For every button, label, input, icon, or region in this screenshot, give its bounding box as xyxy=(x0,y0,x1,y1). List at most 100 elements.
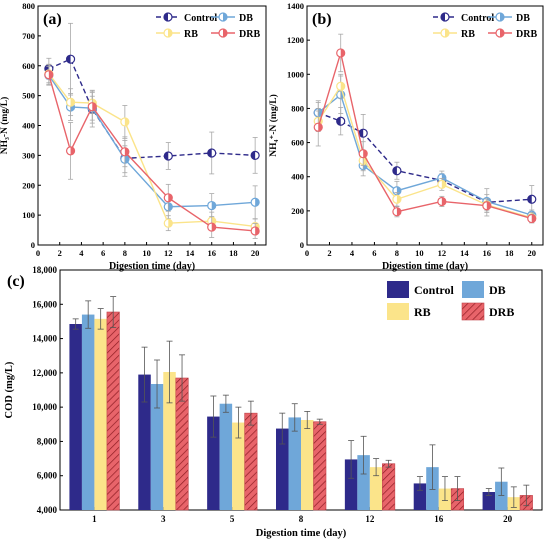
legend-marker-fill xyxy=(445,29,449,37)
data-point-fill xyxy=(527,195,532,204)
data-point-fill xyxy=(124,155,129,164)
x-axis-title: Digestion time (day) xyxy=(382,261,468,272)
data-point xyxy=(163,218,173,228)
data-point-fill xyxy=(66,55,71,64)
y-tick-label: 800 xyxy=(291,103,304,113)
data-point xyxy=(437,173,447,183)
data-point xyxy=(65,54,76,64)
legend-marker-fill xyxy=(223,29,227,37)
legend-marker xyxy=(440,28,450,38)
y-tick-label: 1000 xyxy=(287,69,304,79)
data-point xyxy=(207,148,217,158)
bar-control xyxy=(69,324,82,510)
y-tick-label: 100 xyxy=(22,210,35,220)
data-point xyxy=(527,194,537,204)
data-point xyxy=(392,194,402,204)
data-point xyxy=(250,197,260,207)
x-axis-title: Digestion time (day) xyxy=(256,528,347,539)
x-tick-label: 12 xyxy=(164,248,173,258)
data-point xyxy=(87,102,97,112)
x-tick-label: 12 xyxy=(438,248,447,258)
legend-swatch xyxy=(387,281,409,298)
data-point-fill xyxy=(70,98,75,107)
legend-label: Control xyxy=(184,13,217,24)
x-tick-label: 5 xyxy=(230,514,235,524)
data-point xyxy=(44,70,54,80)
legend-marker xyxy=(163,12,173,22)
data-point-fill xyxy=(486,201,491,210)
data-point-fill xyxy=(396,195,401,204)
data-point xyxy=(336,81,346,91)
series-line xyxy=(48,73,256,228)
bar-drb xyxy=(382,463,396,511)
bar-control xyxy=(207,416,220,510)
plot-frame xyxy=(37,5,267,246)
data-point xyxy=(207,222,217,232)
bar-db xyxy=(81,314,95,510)
y-axis-title: NH₃-N (mg/L) xyxy=(0,97,10,154)
bar-control xyxy=(482,492,496,510)
data-point xyxy=(336,116,346,126)
data-point xyxy=(120,147,130,157)
data-point xyxy=(437,179,447,189)
data-point-fill xyxy=(124,147,129,156)
data-point-fill xyxy=(251,151,256,160)
data-point-fill xyxy=(48,70,53,79)
data-point xyxy=(392,207,402,217)
legend-marker-fill xyxy=(223,13,227,21)
series-rb xyxy=(313,73,537,224)
bar-drb xyxy=(313,421,327,511)
legend-marker xyxy=(495,28,505,38)
x-tick-label: 8 xyxy=(395,248,399,258)
data-point-fill xyxy=(124,117,129,126)
legend-label: Control xyxy=(414,283,454,297)
legend: Control DB RB DRB xyxy=(387,281,514,321)
data-point-fill xyxy=(336,117,341,126)
y-axis-title: COD (mg/L) xyxy=(4,361,15,418)
bar-control xyxy=(413,483,427,510)
legend-marker-fill xyxy=(168,29,172,37)
y-tick-label: 300 xyxy=(22,150,35,160)
bar-drb xyxy=(106,311,120,511)
bar-db xyxy=(150,384,164,510)
legend-swatch xyxy=(461,302,485,321)
legend-label: DB xyxy=(239,13,253,24)
data-point-fill xyxy=(396,207,401,216)
legend-label: DB xyxy=(489,283,506,297)
x-tick-label: 0 xyxy=(305,248,309,258)
legend: Control DB RB DRB xyxy=(156,12,260,40)
data-point xyxy=(163,193,173,203)
x-tick-label: 20 xyxy=(503,514,513,524)
data-point xyxy=(65,97,76,107)
y-tick-label: 600 xyxy=(291,138,304,148)
bar-drb xyxy=(244,412,258,511)
series-db xyxy=(313,75,537,221)
x-tick-label: 16 xyxy=(207,248,216,258)
data-point-fill xyxy=(340,82,345,91)
data-point xyxy=(358,149,368,159)
line-panel-b: 0 2 4 6 8 10 12 14 16 18 2002004006008001000120014… xyxy=(268,1,544,272)
bar-rb xyxy=(163,372,176,510)
data-point-fill xyxy=(168,202,173,211)
data-point-fill xyxy=(318,123,323,132)
series-line xyxy=(317,50,532,220)
legend-label: RB xyxy=(184,29,198,40)
legend-marker-fill xyxy=(500,29,504,37)
x-tick-label: 18 xyxy=(505,248,514,258)
x-tick-label: 2 xyxy=(58,248,62,258)
x-tick-label: 4 xyxy=(79,248,84,258)
legend: Control DB RB DRB xyxy=(433,12,537,40)
data-point-fill xyxy=(363,149,368,158)
bar-control xyxy=(138,374,151,510)
x-tick-label: 14 xyxy=(186,248,195,258)
y-tick-label: 14,000 xyxy=(32,334,57,344)
y-tick-label: 8,000 xyxy=(37,436,58,446)
data-point-fill xyxy=(255,198,260,207)
bar-db xyxy=(288,417,301,510)
data-point xyxy=(336,48,346,58)
data-point xyxy=(120,117,130,127)
legend-marker-fill xyxy=(441,13,445,21)
legend-marker xyxy=(495,12,505,22)
data-point-fill xyxy=(255,226,260,235)
series-control xyxy=(313,102,537,217)
